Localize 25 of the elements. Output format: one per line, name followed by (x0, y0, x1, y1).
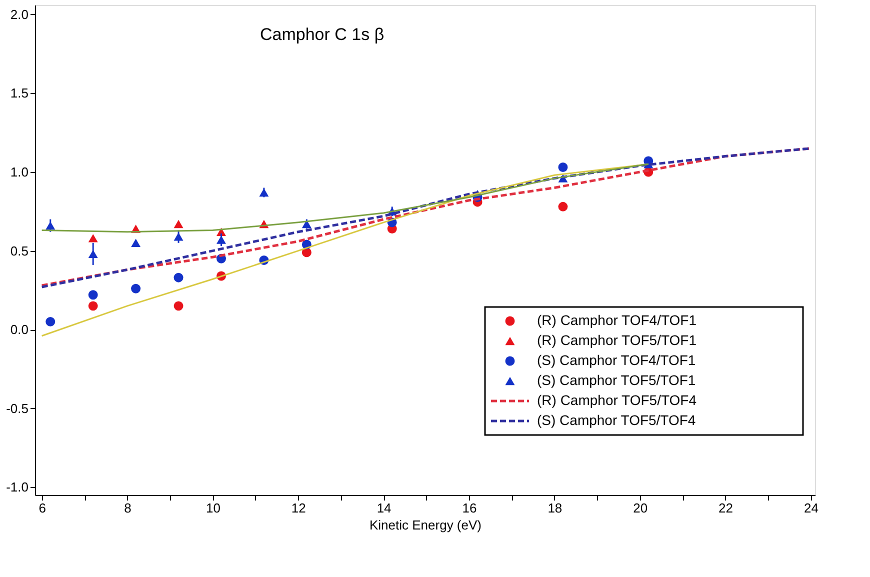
x-tick-label: 22 (718, 500, 734, 516)
legend-label: (R) Camphor TOF5/TOF1 (537, 332, 697, 348)
legend-label: (R) Camphor TOF5/TOF4 (537, 392, 697, 408)
y-tick-label: 1.5 (10, 86, 28, 101)
y-tick-label: 0.5 (10, 243, 28, 258)
x-tick-label: 14 (376, 500, 392, 516)
legend-label: (R) Camphor TOF4/TOF1 (537, 312, 697, 328)
legend-label: (S) Camphor TOF4/TOF1 (537, 352, 696, 368)
y-tick-label: 2.0 (10, 6, 28, 22)
y-tick-label: -1.0 (6, 480, 28, 495)
x-tick-label: 18 (548, 500, 562, 516)
y-tick-label: -0.5 (6, 400, 28, 416)
x-tick-label: 6 (38, 500, 46, 516)
x-tick-label: 24 (804, 500, 818, 516)
x-tick-label: 10 (206, 500, 220, 516)
legend-label: (S) Camphor TOF5/TOF1 (537, 372, 696, 388)
y-tick-label: 1.0 (10, 164, 28, 180)
x-tick-label: 20 (633, 500, 648, 516)
x-axis-title: Kinetic Energy (eV) (370, 518, 482, 532)
text: Camphor C 1s β (260, 25, 384, 44)
legend-label: (S) Camphor TOF5/TOF4 (537, 412, 696, 428)
x-tick-label: 16 (462, 500, 477, 516)
x-tick-label: 8 (124, 500, 132, 516)
y-tick-label: 0.0 (10, 322, 28, 338)
x-tick-label: 12 (291, 500, 306, 516)
